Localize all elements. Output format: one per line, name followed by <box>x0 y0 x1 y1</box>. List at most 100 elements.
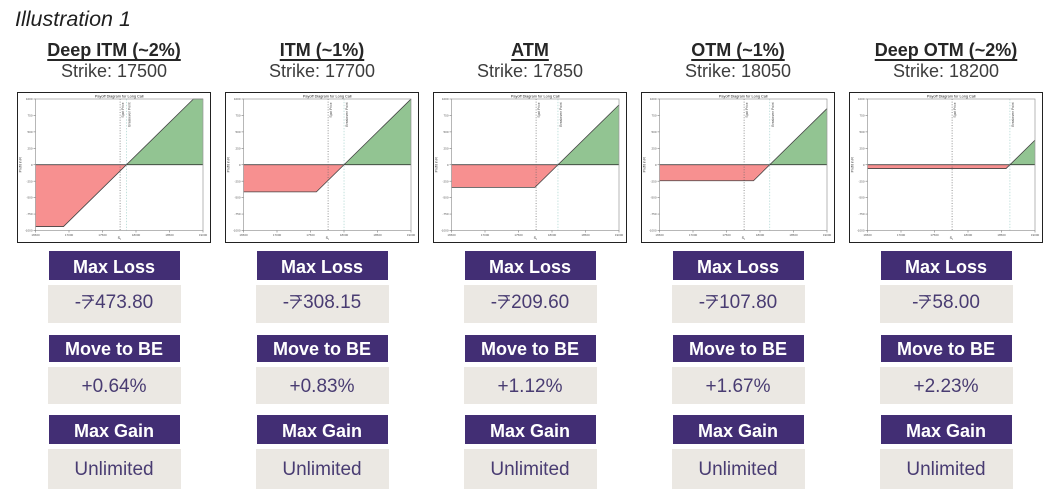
svg-text:18500: 18500 <box>789 233 798 237</box>
svg-text:Spot Price: Spot Price <box>953 102 957 117</box>
svg-text:St: St <box>326 236 329 241</box>
svg-text:-250: -250 <box>650 179 656 183</box>
svg-text:250: 250 <box>651 146 656 150</box>
svg-text:-1000: -1000 <box>649 229 657 233</box>
svg-text:Payoff Diagram for Long Call: Payoff Diagram for Long Call <box>719 95 768 99</box>
svg-text:-500: -500 <box>26 196 32 200</box>
svg-text:-1000: -1000 <box>857 229 865 233</box>
svg-text:18000: 18000 <box>756 233 765 237</box>
svg-text:Spot Price: Spot Price <box>121 102 125 117</box>
svg-text:18000: 18000 <box>964 233 973 237</box>
svg-text:Profit in R: Profit in R <box>435 157 439 173</box>
svg-text:Spot Price: Spot Price <box>537 102 541 117</box>
svg-text:0: 0 <box>655 163 657 167</box>
svg-text:750: 750 <box>859 114 864 118</box>
svg-text:Profit in R: Profit in R <box>643 157 647 173</box>
svg-text:750: 750 <box>235 114 240 118</box>
svg-text:-500: -500 <box>234 196 240 200</box>
svg-text:Profit in R: Profit in R <box>851 157 855 173</box>
svg-text:-500: -500 <box>858 196 864 200</box>
svg-text:19000: 19000 <box>199 233 208 237</box>
svg-text:16500: 16500 <box>447 233 456 237</box>
svg-text:0: 0 <box>239 163 241 167</box>
svg-text:0: 0 <box>863 163 865 167</box>
svg-text:19000: 19000 <box>615 233 624 237</box>
svg-text:500: 500 <box>235 130 240 134</box>
svg-text:250: 250 <box>443 146 448 150</box>
svg-text:16500: 16500 <box>31 233 40 237</box>
svg-text:St: St <box>742 236 745 241</box>
svg-text:1000: 1000 <box>650 97 657 101</box>
svg-text:250: 250 <box>235 146 240 150</box>
svg-text:500: 500 <box>859 130 864 134</box>
svg-text:17000: 17000 <box>897 233 906 237</box>
svg-text:17000: 17000 <box>273 233 282 237</box>
svg-text:250: 250 <box>859 146 864 150</box>
svg-text:18500: 18500 <box>373 233 382 237</box>
svg-text:500: 500 <box>651 130 656 134</box>
svg-text:-750: -750 <box>442 212 448 216</box>
svg-text:Profit in R: Profit in R <box>227 157 231 173</box>
svg-text:17000: 17000 <box>689 233 698 237</box>
svg-text:1000: 1000 <box>442 97 449 101</box>
svg-text:17500: 17500 <box>722 233 731 237</box>
svg-text:St: St <box>950 236 953 241</box>
svg-text:Payoff Diagram for Long Call: Payoff Diagram for Long Call <box>511 95 560 99</box>
svg-text:Payoff Diagram for Long Call: Payoff Diagram for Long Call <box>927 95 976 99</box>
svg-text:Spot Price: Spot Price <box>329 102 333 117</box>
svg-text:Breakeven Point: Breakeven Point <box>345 102 349 126</box>
svg-text:19000: 19000 <box>407 233 416 237</box>
svg-text:19000: 19000 <box>823 233 832 237</box>
svg-text:16500: 16500 <box>863 233 872 237</box>
svg-text:18500: 18500 <box>165 233 174 237</box>
svg-text:-250: -250 <box>442 179 448 183</box>
svg-text:-750: -750 <box>858 212 864 216</box>
svg-text:-750: -750 <box>650 212 656 216</box>
svg-text:-250: -250 <box>234 179 240 183</box>
svg-text:750: 750 <box>443 114 448 118</box>
svg-text:500: 500 <box>27 130 32 134</box>
svg-text:0: 0 <box>31 163 33 167</box>
svg-text:0: 0 <box>447 163 449 167</box>
svg-text:-750: -750 <box>234 212 240 216</box>
svg-text:16500: 16500 <box>239 233 248 237</box>
svg-text:-250: -250 <box>858 179 864 183</box>
svg-text:Breakeven Point: Breakeven Point <box>128 102 132 126</box>
svg-text:1000: 1000 <box>234 97 241 101</box>
svg-text:18000: 18000 <box>548 233 557 237</box>
svg-text:Payoff Diagram for Long Call: Payoff Diagram for Long Call <box>95 95 144 99</box>
svg-text:250: 250 <box>27 146 32 150</box>
svg-text:Spot Price: Spot Price <box>745 102 749 117</box>
svg-text:-1000: -1000 <box>441 229 449 233</box>
svg-text:-500: -500 <box>650 196 656 200</box>
svg-text:St: St <box>534 236 537 241</box>
svg-text:St: St <box>118 236 121 241</box>
svg-text:18500: 18500 <box>581 233 590 237</box>
svg-text:17500: 17500 <box>514 233 523 237</box>
svg-text:750: 750 <box>27 114 32 118</box>
svg-text:Breakeven Point: Breakeven Point <box>1011 102 1015 126</box>
svg-text:750: 750 <box>651 114 656 118</box>
svg-text:17500: 17500 <box>930 233 939 237</box>
svg-text:17500: 17500 <box>306 233 315 237</box>
svg-text:-500: -500 <box>442 196 448 200</box>
svg-text:19000: 19000 <box>1031 233 1040 237</box>
svg-text:-1000: -1000 <box>233 229 241 233</box>
svg-text:18500: 18500 <box>997 233 1006 237</box>
svg-text:Breakeven Point: Breakeven Point <box>559 102 563 126</box>
svg-text:1000: 1000 <box>858 97 865 101</box>
svg-text:1000: 1000 <box>26 97 33 101</box>
svg-text:18000: 18000 <box>132 233 141 237</box>
svg-text:500: 500 <box>443 130 448 134</box>
svg-text:-750: -750 <box>26 212 32 216</box>
svg-text:Profit in R: Profit in R <box>19 157 23 173</box>
svg-text:-250: -250 <box>26 179 32 183</box>
svg-text:Payoff Diagram for Long Call: Payoff Diagram for Long Call <box>303 95 352 99</box>
svg-text:17000: 17000 <box>65 233 74 237</box>
svg-text:17000: 17000 <box>481 233 490 237</box>
svg-text:16500: 16500 <box>655 233 664 237</box>
svg-text:18000: 18000 <box>340 233 349 237</box>
svg-text:-1000: -1000 <box>25 229 33 233</box>
svg-text:17500: 17500 <box>98 233 107 237</box>
svg-text:Breakeven Point: Breakeven Point <box>771 102 775 126</box>
